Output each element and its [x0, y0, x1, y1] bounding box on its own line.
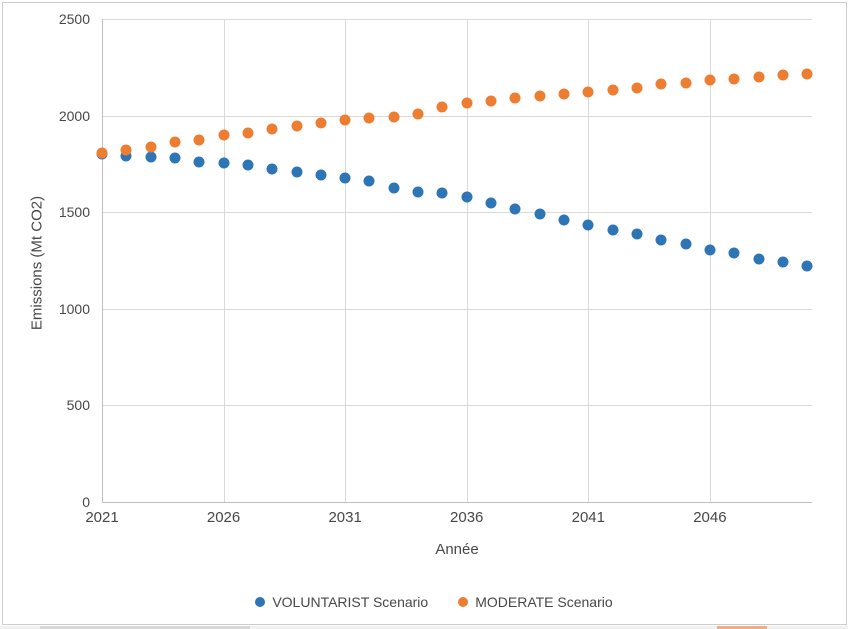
h-gridline	[102, 405, 812, 407]
data-point-voluntarist	[607, 224, 619, 236]
v-gridline	[223, 19, 225, 502]
data-point-moderate	[145, 141, 157, 152]
data-point-voluntarist	[412, 186, 424, 198]
y-tick-label: 1000	[58, 300, 90, 317]
legend-label-voluntarist: VOLUNTARIST Scenario	[272, 594, 429, 610]
data-point-moderate	[582, 86, 594, 98]
y-tick-label: 2000	[58, 107, 90, 124]
data-point-voluntarist	[266, 163, 278, 175]
data-point-voluntarist	[582, 219, 594, 231]
data-point-voluntarist	[218, 157, 230, 169]
y-axis-line	[102, 19, 103, 502]
y-tick-label: 500	[66, 397, 90, 414]
data-point-voluntarist	[145, 151, 157, 163]
x-tick-label: 2046	[693, 509, 727, 526]
x-axis-line	[102, 502, 812, 503]
data-point-moderate	[485, 95, 497, 107]
data-point-voluntarist	[436, 187, 448, 199]
screen-edge-strip	[0, 626, 848, 629]
v-gridline	[709, 19, 711, 502]
screen-edge-artifact	[40, 626, 250, 629]
data-point-moderate	[728, 73, 740, 85]
data-point-moderate	[363, 112, 375, 124]
data-point-voluntarist	[291, 166, 303, 178]
data-point-moderate	[169, 136, 181, 148]
data-point-moderate	[242, 127, 254, 139]
y-tick-label: 2500	[58, 11, 90, 27]
data-point-moderate	[680, 77, 692, 89]
data-point-voluntarist	[509, 203, 521, 215]
data-point-voluntarist	[558, 214, 570, 226]
h-gridline	[102, 212, 812, 214]
data-point-moderate	[753, 71, 764, 83]
voluntarist-series-marker-icon	[255, 597, 266, 607]
data-point-voluntarist	[193, 156, 205, 168]
data-point-moderate	[291, 120, 303, 132]
v-gridline	[588, 19, 590, 502]
data-point-moderate	[534, 90, 546, 101]
data-point-moderate	[266, 123, 278, 135]
y-tick-label: 0	[82, 494, 90, 510]
data-point-moderate	[388, 111, 400, 123]
data-point-voluntarist	[485, 197, 497, 209]
moderate-series-marker-icon	[458, 597, 469, 607]
y-axis-title: Emissions (Mt CO2)	[28, 195, 46, 331]
data-point-moderate	[193, 134, 205, 146]
data-point-moderate	[96, 147, 108, 159]
data-point-voluntarist	[339, 172, 351, 184]
data-point-voluntarist	[704, 244, 716, 256]
plot-area	[96, 19, 813, 503]
data-point-moderate	[436, 101, 448, 113]
data-point-voluntarist	[801, 260, 813, 272]
data-point-voluntarist	[363, 175, 375, 187]
data-point-moderate	[777, 69, 789, 81]
data-point-moderate	[558, 88, 570, 100]
data-point-moderate	[509, 92, 521, 104]
data-point-voluntarist	[631, 228, 643, 240]
data-point-moderate	[120, 144, 132, 156]
data-point-moderate	[801, 68, 813, 80]
data-point-moderate	[339, 114, 351, 126]
data-point-moderate	[704, 74, 716, 86]
data-point-voluntarist	[777, 256, 789, 268]
y-tick-label: 1500	[58, 204, 90, 221]
data-point-voluntarist	[655, 234, 667, 246]
legend-label-moderate: MODERATE Scenario	[475, 594, 613, 610]
v-gridline	[466, 19, 468, 502]
data-point-moderate	[315, 117, 327, 129]
h-gridline	[102, 308, 812, 310]
data-point-voluntarist	[534, 208, 546, 220]
data-point-moderate	[607, 84, 619, 96]
data-point-voluntarist	[753, 253, 764, 265]
x-tick-label: 2021	[85, 509, 119, 526]
x-tick-label: 2031	[328, 509, 362, 526]
legend: VOLUNTARIST Scenario MODERATE Scenario	[2, 592, 846, 612]
x-tick-label: 2026	[206, 509, 241, 526]
data-point-voluntarist	[315, 169, 327, 181]
data-point-moderate	[631, 82, 643, 94]
data-point-voluntarist	[242, 159, 254, 171]
legend-item-moderate: MODERATE Scenario	[458, 594, 613, 610]
data-point-moderate	[461, 97, 473, 109]
x-axis-title: Année	[435, 541, 479, 558]
data-point-voluntarist	[388, 182, 400, 194]
legend-item-voluntarist: VOLUNTARIST Scenario	[255, 594, 428, 610]
x-tick-label: 2036	[450, 509, 484, 526]
data-point-moderate	[655, 78, 667, 90]
data-point-moderate	[412, 108, 424, 120]
x-tick-label: 2041	[571, 509, 605, 526]
screen-edge-artifact	[717, 626, 767, 629]
data-point-moderate	[218, 129, 230, 141]
v-gridline	[345, 19, 347, 502]
h-gridline	[102, 19, 812, 20]
data-point-voluntarist	[169, 152, 181, 164]
data-point-voluntarist	[680, 238, 692, 250]
h-gridline	[102, 115, 812, 117]
data-point-voluntarist	[728, 247, 740, 259]
data-point-voluntarist	[461, 191, 473, 203]
